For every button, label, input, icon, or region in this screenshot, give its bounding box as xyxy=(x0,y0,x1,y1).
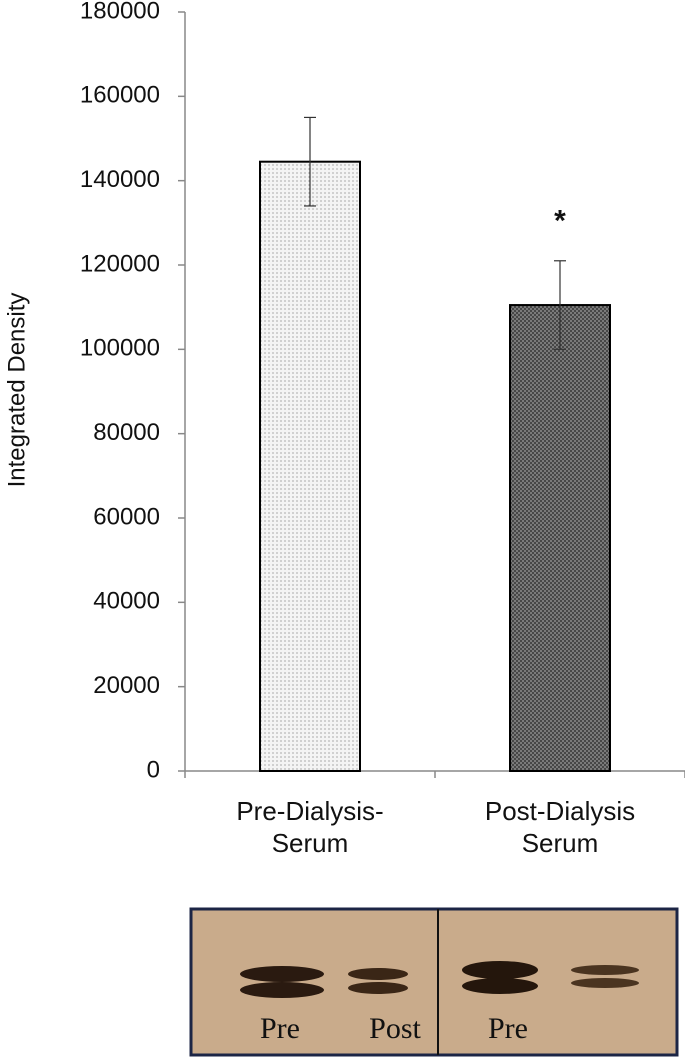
blot-label: Pre xyxy=(488,1012,528,1045)
band xyxy=(348,968,408,980)
y-tick-label: 60000 xyxy=(93,503,160,530)
blot-label: Post xyxy=(369,1012,421,1045)
band xyxy=(348,982,408,994)
bar xyxy=(259,160,361,773)
y-tick-label: 180000 xyxy=(80,0,160,24)
y-tick-label: 40000 xyxy=(93,588,160,615)
band xyxy=(240,966,324,982)
x-tick-label: Pre-Dialysis- Serum xyxy=(236,796,384,858)
blot-label: Pre xyxy=(260,1012,300,1045)
band xyxy=(571,965,639,975)
y-tick-label: 0 xyxy=(147,756,160,783)
y-tick-label: 140000 xyxy=(80,166,160,193)
band xyxy=(571,978,639,988)
y-tick-label: 20000 xyxy=(93,672,160,699)
y-tick-label: 100000 xyxy=(80,335,160,362)
y-tick-label: 160000 xyxy=(80,82,160,109)
y-tick-label: 80000 xyxy=(93,419,160,446)
band xyxy=(240,982,324,998)
x-tick-label: Post-Dialysis Serum xyxy=(484,796,636,858)
band xyxy=(462,961,538,979)
y-tick-label: 120000 xyxy=(80,250,160,277)
y-axis-title: Integrated Density xyxy=(3,293,30,488)
bar xyxy=(509,304,611,772)
blot: Pre Post Pre xyxy=(189,907,679,1057)
annotation: * xyxy=(554,205,566,238)
band xyxy=(462,978,538,994)
